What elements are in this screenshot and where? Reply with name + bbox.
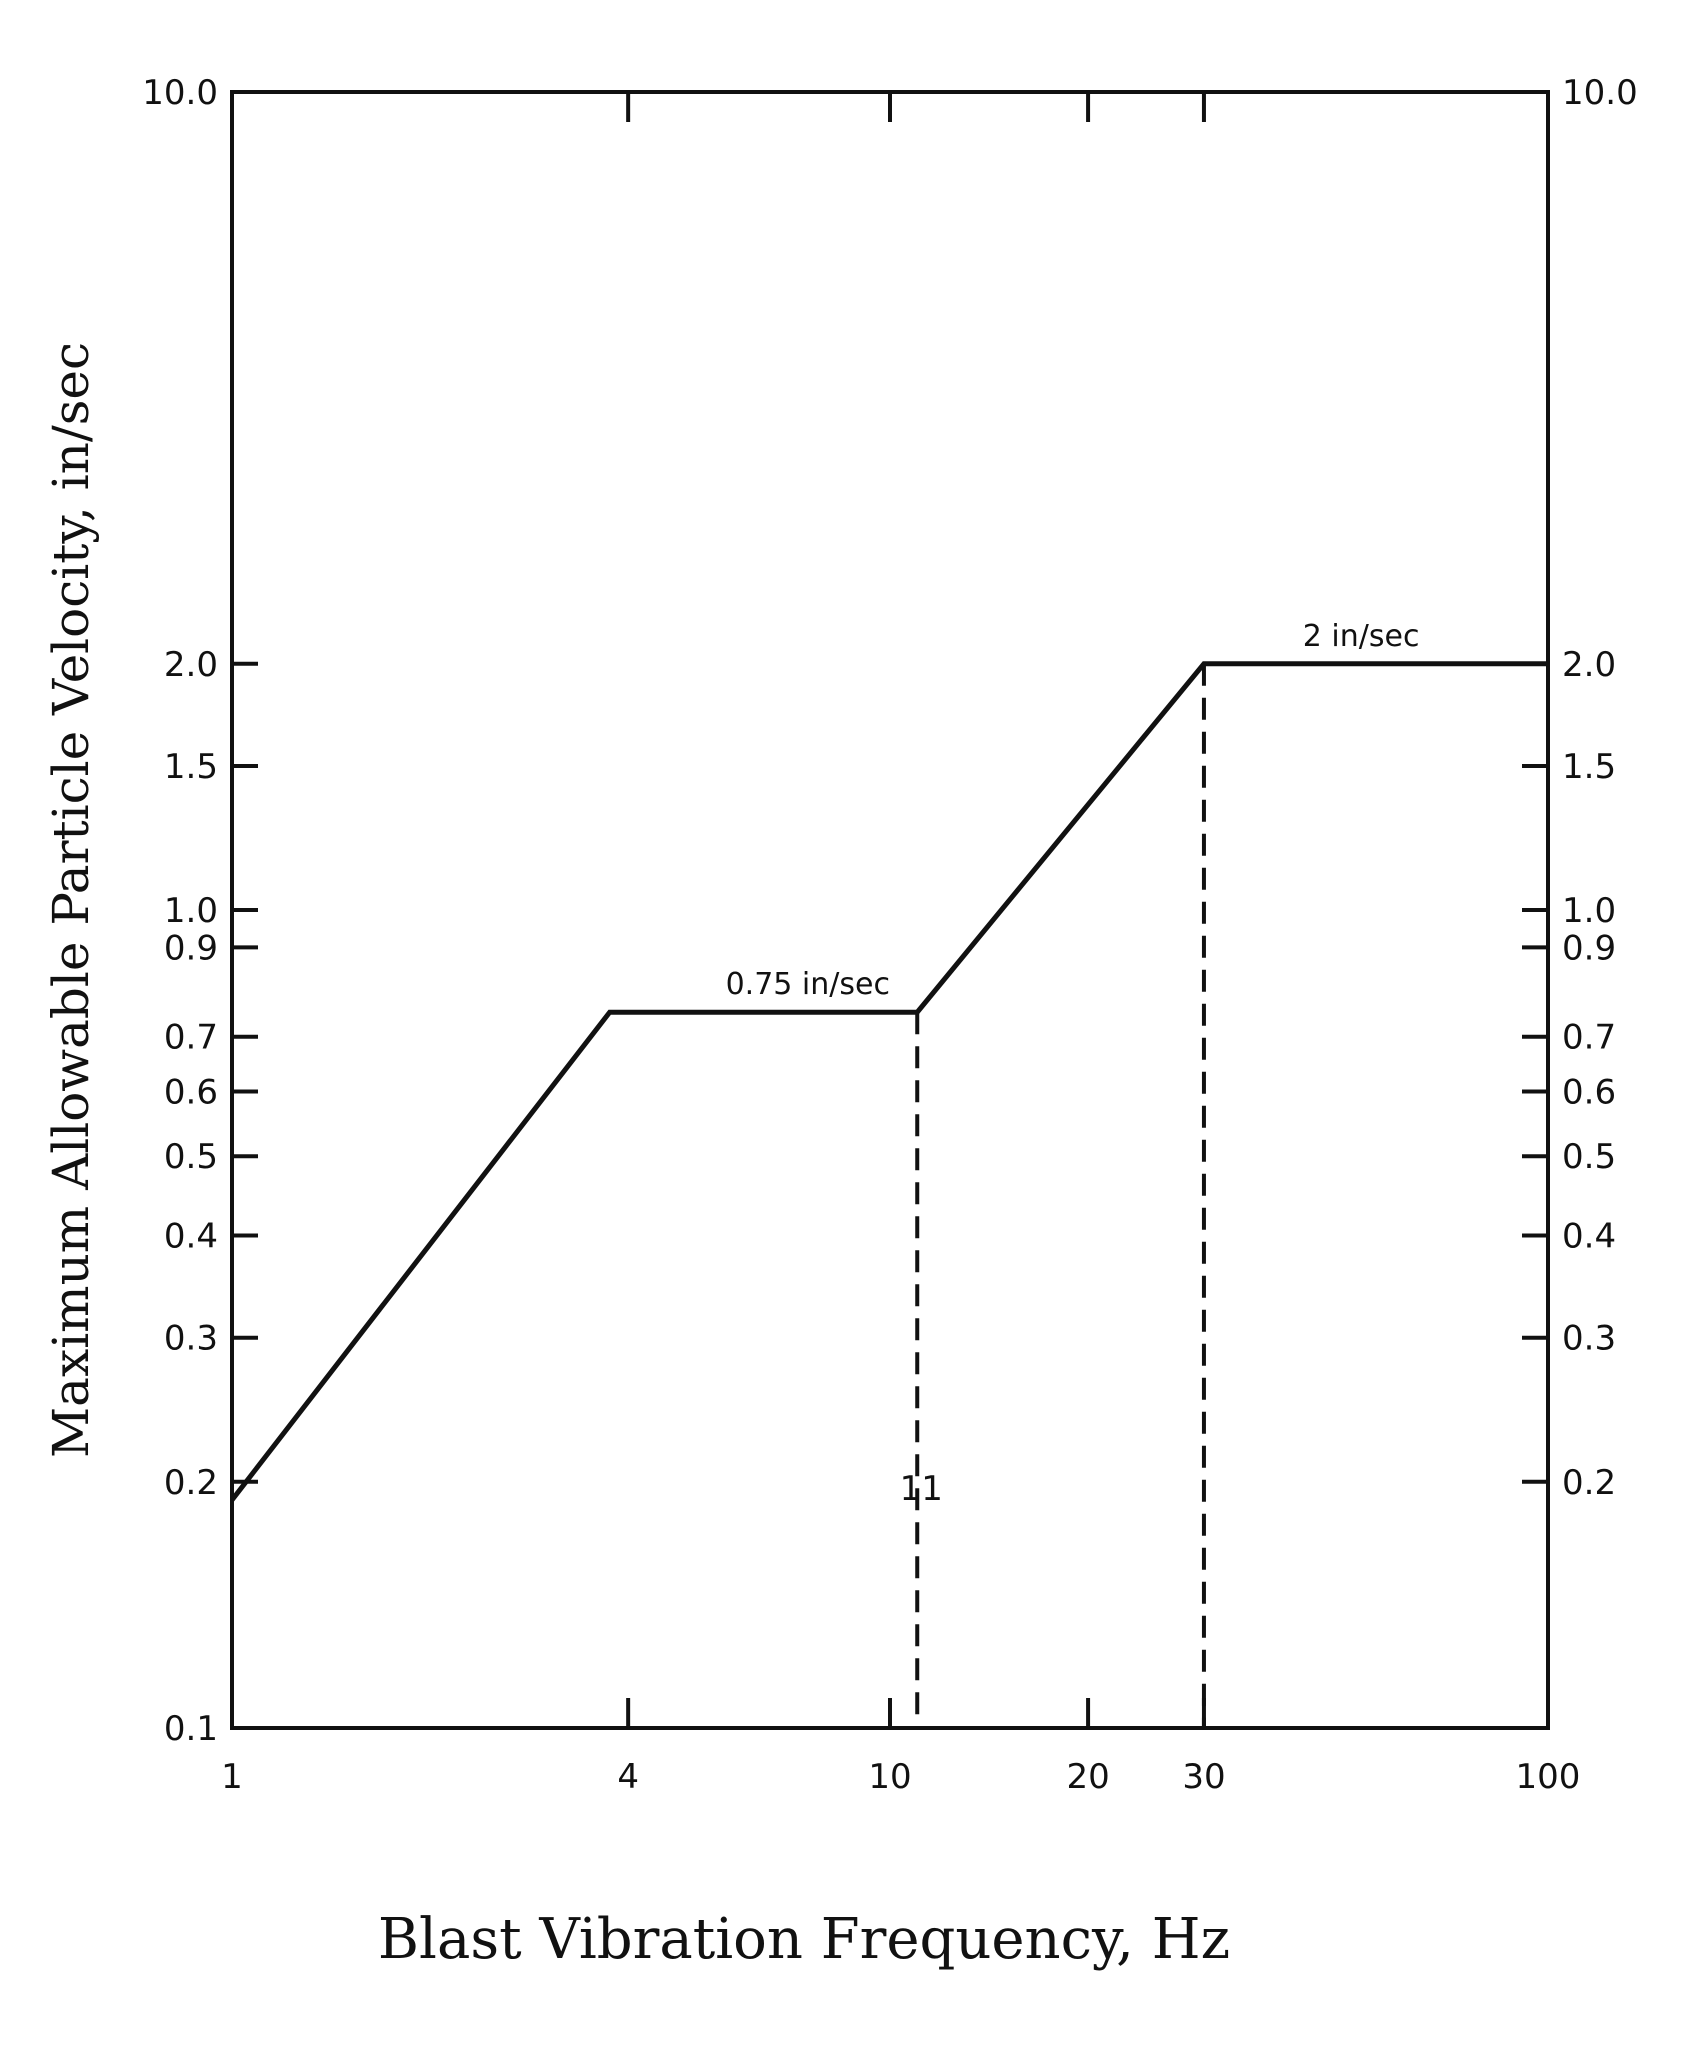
- x-tick-label: 1: [221, 1757, 243, 1797]
- x-tick-label: 30: [1182, 1757, 1225, 1797]
- y-right-tick-label: 0.6: [1562, 1072, 1616, 1112]
- y-right-tick-label: 0.2: [1562, 1463, 1616, 1503]
- y-right-tick-label: 0.5: [1562, 1137, 1616, 1177]
- y-left-tick-label: 1.5: [164, 747, 218, 787]
- y-left-tick-label: 0.7: [164, 1018, 218, 1058]
- y-right-tick-label: 10.0: [1562, 73, 1638, 113]
- y-left-tick-label: 0.4: [164, 1217, 218, 1257]
- y-left-tick-label: 0.9: [164, 928, 218, 968]
- plot-border: [230, 90, 1550, 1730]
- y-left-tick-label: 0.3: [164, 1319, 218, 1359]
- y-left-tick-label: 0.6: [164, 1072, 218, 1112]
- x-tick-label: 10: [868, 1757, 911, 1797]
- reference-line-label: 11: [900, 1469, 943, 1509]
- annotations: 0.75 in/sec 2 in/sec: [726, 619, 1420, 1002]
- y-right-tick-label: 0.3: [1562, 1319, 1616, 1359]
- y-left-tick-label: 10.0: [142, 73, 218, 113]
- y-left-tick-label: 1.0: [164, 891, 218, 931]
- y-right-tick-label: 2.0: [1562, 645, 1616, 685]
- plot-frame: [230, 90, 1550, 1730]
- reference-lines: 11: [900, 663, 1206, 1728]
- y-right-tick-label: 0.9: [1562, 928, 1616, 968]
- x-axis-label: Blast Vibration Frequency, Hz: [378, 1907, 1230, 1972]
- series-group: [230, 661, 1548, 1502]
- y-right-tick-label: 1.5: [1562, 747, 1616, 787]
- y-right-tick-label: 0.7: [1562, 1018, 1616, 1058]
- x-tick-label: 4: [617, 1757, 639, 1797]
- axis-ticks: 1 4 10 20 30 1000.10.20.30.40.50.60.70.91.01.…: [142, 73, 1637, 1797]
- x-tick-label: 20: [1066, 1757, 1109, 1797]
- y-left-tick-label: 0.1: [164, 1709, 218, 1749]
- x-tick-label: 100: [1516, 1757, 1581, 1797]
- y-left-tick-label: 2.0: [164, 645, 218, 685]
- y-axis-label: Maximum Allowable Particle Velocity, in/…: [42, 342, 100, 1458]
- annotation-label: 2 in/sec: [1303, 619, 1420, 654]
- y-right-tick-label: 1.0: [1562, 891, 1616, 931]
- y-right-tick-label: 0.4: [1562, 1217, 1616, 1257]
- series-line: [230, 661, 1548, 1502]
- y-left-tick-label: 0.5: [164, 1137, 218, 1177]
- annotation-label: 0.75 in/sec: [726, 967, 890, 1002]
- y-left-tick-label: 0.2: [164, 1463, 218, 1503]
